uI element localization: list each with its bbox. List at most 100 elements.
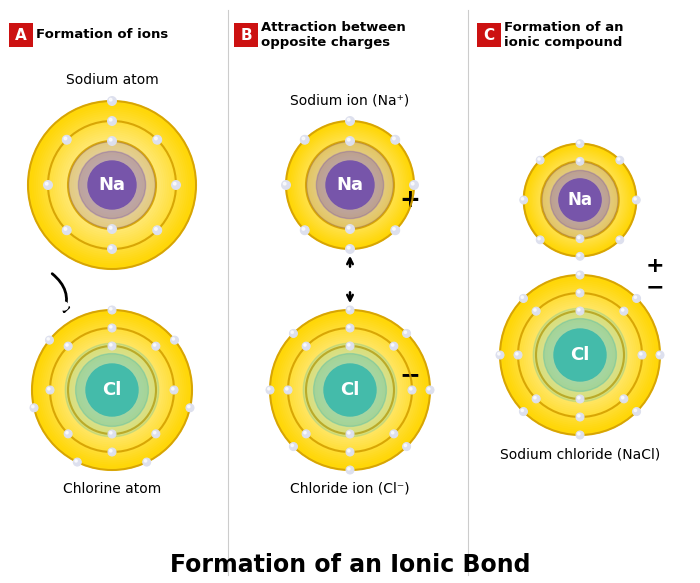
Circle shape xyxy=(44,322,180,458)
Circle shape xyxy=(576,351,584,359)
Circle shape xyxy=(531,151,629,250)
Circle shape xyxy=(108,245,116,254)
Circle shape xyxy=(102,174,122,195)
FancyBboxPatch shape xyxy=(234,23,258,47)
Circle shape xyxy=(332,167,368,203)
Circle shape xyxy=(579,199,582,201)
Circle shape xyxy=(638,351,646,359)
Circle shape xyxy=(349,184,351,187)
Circle shape xyxy=(88,161,136,209)
Circle shape xyxy=(347,138,350,141)
Circle shape xyxy=(78,356,146,424)
Circle shape xyxy=(307,142,393,228)
Circle shape xyxy=(578,415,580,417)
Circle shape xyxy=(574,349,586,361)
Circle shape xyxy=(538,313,622,397)
Circle shape xyxy=(578,159,580,161)
Circle shape xyxy=(391,431,394,434)
Circle shape xyxy=(110,388,114,392)
Circle shape xyxy=(570,345,590,365)
Text: Formation of ions: Formation of ions xyxy=(36,29,168,41)
Circle shape xyxy=(74,352,150,428)
Circle shape xyxy=(295,131,405,240)
Circle shape xyxy=(390,430,398,438)
Circle shape xyxy=(294,129,406,241)
Circle shape xyxy=(171,336,178,344)
Circle shape xyxy=(410,388,412,390)
Circle shape xyxy=(570,190,590,210)
Circle shape xyxy=(562,337,598,373)
Circle shape xyxy=(521,409,524,412)
Circle shape xyxy=(346,466,354,474)
Circle shape xyxy=(554,329,606,381)
Circle shape xyxy=(533,308,626,402)
Circle shape xyxy=(640,353,642,355)
Circle shape xyxy=(155,227,158,230)
Circle shape xyxy=(78,152,146,219)
Circle shape xyxy=(534,309,626,401)
Circle shape xyxy=(528,303,632,407)
Circle shape xyxy=(616,156,624,164)
Circle shape xyxy=(348,468,350,470)
Circle shape xyxy=(576,252,584,260)
Circle shape xyxy=(564,339,596,371)
Text: Na: Na xyxy=(99,176,125,194)
Circle shape xyxy=(576,271,584,279)
Circle shape xyxy=(532,152,628,248)
Circle shape xyxy=(68,141,156,229)
Circle shape xyxy=(331,166,369,204)
Circle shape xyxy=(43,181,52,189)
Circle shape xyxy=(284,182,286,185)
Circle shape xyxy=(560,335,600,375)
Circle shape xyxy=(286,121,414,249)
Circle shape xyxy=(108,386,116,394)
Circle shape xyxy=(510,285,650,425)
Text: Sodium chloride (NaCl): Sodium chloride (NaCl) xyxy=(500,447,660,461)
Circle shape xyxy=(536,311,624,399)
Circle shape xyxy=(302,137,398,233)
Circle shape xyxy=(296,336,404,444)
Circle shape xyxy=(284,386,292,394)
Circle shape xyxy=(94,372,130,408)
Circle shape xyxy=(391,135,400,144)
Circle shape xyxy=(334,374,366,406)
Circle shape xyxy=(622,396,624,399)
Circle shape xyxy=(304,431,306,434)
Circle shape xyxy=(74,147,150,223)
Circle shape xyxy=(306,346,394,434)
Circle shape xyxy=(104,382,120,398)
Circle shape xyxy=(578,396,580,399)
Circle shape xyxy=(344,384,356,396)
Circle shape xyxy=(155,137,158,140)
Circle shape xyxy=(657,353,660,355)
Circle shape xyxy=(95,168,129,202)
Circle shape xyxy=(532,395,540,403)
Circle shape xyxy=(74,458,81,466)
Circle shape xyxy=(496,351,504,359)
Circle shape xyxy=(634,409,636,412)
Circle shape xyxy=(542,162,618,238)
Circle shape xyxy=(172,181,181,189)
Circle shape xyxy=(108,224,116,233)
Circle shape xyxy=(99,173,125,198)
Circle shape xyxy=(298,338,402,442)
Circle shape xyxy=(299,134,401,236)
Circle shape xyxy=(110,449,112,452)
Circle shape xyxy=(328,368,372,412)
Circle shape xyxy=(540,160,620,240)
Circle shape xyxy=(108,97,116,106)
Circle shape xyxy=(108,324,116,332)
Circle shape xyxy=(578,433,580,435)
Circle shape xyxy=(92,370,132,410)
Circle shape xyxy=(346,182,354,188)
Text: Cl: Cl xyxy=(102,381,122,399)
Text: A: A xyxy=(15,27,27,43)
Circle shape xyxy=(304,344,306,346)
Circle shape xyxy=(64,430,72,438)
Circle shape xyxy=(312,146,388,223)
Text: −: − xyxy=(645,278,664,297)
Circle shape xyxy=(536,156,624,244)
Circle shape xyxy=(80,358,144,422)
Text: Cl: Cl xyxy=(570,346,589,364)
Circle shape xyxy=(289,124,411,246)
